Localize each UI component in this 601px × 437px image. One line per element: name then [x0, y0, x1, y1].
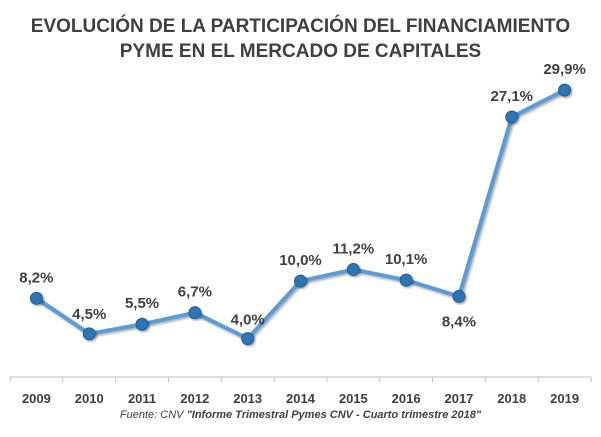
x-tick-label-2014: 2014	[286, 391, 316, 406]
data-label-2018: 27,1%	[490, 88, 533, 105]
data-label-2013: 4,0%	[231, 312, 265, 329]
chart-title: EVOLUCIÓN DE LA PARTICIPACIÓN DEL FINANC…	[0, 14, 601, 64]
source-prefix: Fuente: CNV	[119, 409, 187, 421]
x-tick-label-2011: 2011	[128, 391, 156, 406]
data-label-2010: 4,5%	[72, 306, 106, 323]
chart-title-line-1: EVOLUCIÓN DE LA PARTICIPACIÓN DEL FINANC…	[30, 16, 571, 37]
data-label-2015: 11,2%	[332, 241, 374, 258]
data-point-2016	[399, 273, 413, 287]
series-line	[34, 88, 567, 341]
x-tick-label-2009: 2009	[22, 391, 51, 406]
data-point-2013	[241, 332, 255, 346]
x-tick-label-2012: 2012	[180, 391, 209, 406]
data-point-2011	[135, 317, 149, 331]
x-tick-label-2010: 2010	[75, 391, 104, 406]
data-point-2010	[82, 327, 96, 341]
data-label-2014: 10,0%	[279, 252, 322, 269]
data-label-2019: 29,9%	[543, 61, 586, 78]
x-tick-label-2015: 2015	[339, 391, 368, 406]
data-point-2018	[505, 110, 519, 124]
data-label-2017: 8,4%	[442, 313, 476, 330]
source-note: Fuente: CNV "Informe Trimestral Pymes CN…	[0, 409, 601, 421]
x-tick-label-2013: 2013	[233, 391, 262, 406]
data-label-2012: 6,7%	[178, 284, 212, 301]
x-tick-label-2017: 2017	[444, 391, 473, 406]
data-point-2014	[294, 274, 307, 288]
data-point-2017	[452, 289, 466, 303]
x-tick-label-2019: 2019	[550, 391, 579, 406]
data-point-2012	[188, 306, 202, 320]
source-title: "Informe Trimestral Pymes CNV - Cuarto t…	[186, 409, 482, 421]
chart-title-line-2: PYME EN EL MERCADO DE CAPITALES	[119, 41, 482, 62]
data-label-2016: 10,1%	[385, 251, 428, 268]
x-tick-label-2016: 2016	[392, 391, 421, 406]
data-label-2011: 5,5%	[125, 295, 159, 312]
data-label-2009: 8,2%	[19, 269, 53, 286]
data-point-2009	[29, 291, 43, 305]
data-point-2019	[558, 83, 572, 97]
data-point-2015	[346, 263, 360, 277]
x-tick-label-2018: 2018	[497, 391, 526, 406]
